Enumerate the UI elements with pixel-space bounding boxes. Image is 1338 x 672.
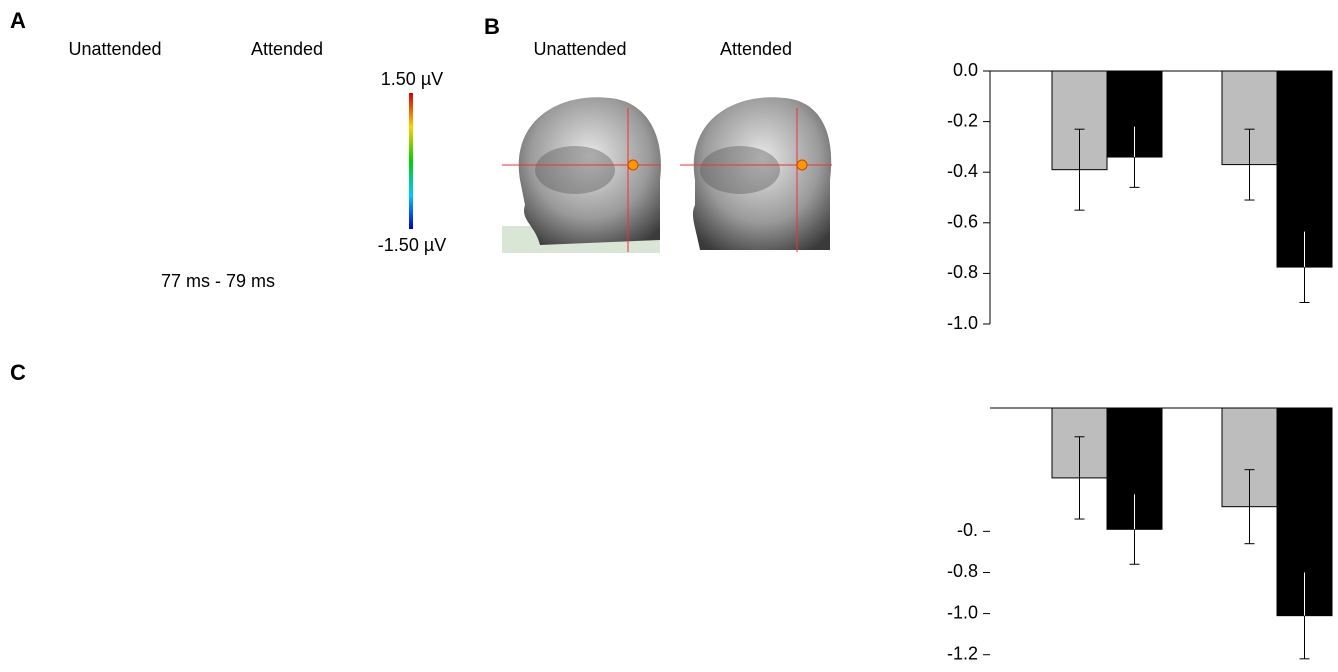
y-tick-label: -1.2 xyxy=(947,643,978,663)
condition-label: Unattended xyxy=(533,39,626,59)
time-window: 77 ms - 79 ms xyxy=(161,271,275,291)
y-tick-label: -0.8 xyxy=(947,262,978,282)
condition-label: Attended xyxy=(251,39,323,59)
figure: A Unattended Attended 1.50 µV -1.50 µV 7… xyxy=(0,0,1338,672)
scale-min: -1.50 µV xyxy=(378,235,446,255)
color-scale xyxy=(409,93,413,229)
condition-label: Attended xyxy=(720,39,792,59)
y-tick-label: -0.2 xyxy=(947,110,978,130)
y-tick-label: 0.0 xyxy=(953,60,978,80)
panel-label: A xyxy=(10,8,26,33)
y-tick-label: -0.6 xyxy=(947,212,978,232)
y-tick-label: -1.0 xyxy=(947,313,978,333)
panel-label: C xyxy=(10,360,26,385)
panel-label: B xyxy=(484,14,500,39)
y-tick-label: -0.4 xyxy=(947,161,978,181)
y-tick-label: -0.8 xyxy=(947,561,978,581)
brain-image xyxy=(680,97,832,252)
brain-image xyxy=(502,97,661,253)
y-tick-label: -1.0 xyxy=(947,602,978,622)
y-tick-label: -0. xyxy=(957,520,978,540)
scale-max: 1.50 µV xyxy=(381,69,443,89)
condition-label: Unattended xyxy=(68,39,161,59)
